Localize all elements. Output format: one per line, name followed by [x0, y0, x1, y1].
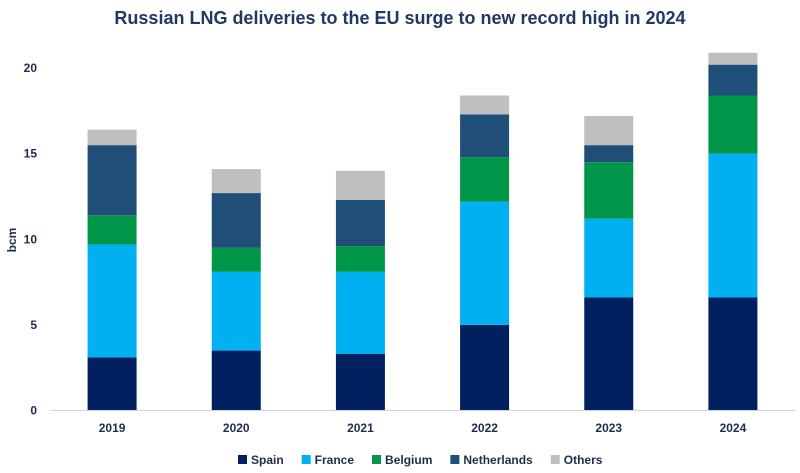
legend-item-france: France [301, 453, 355, 467]
bar-segment-belgium-2022 [460, 157, 510, 202]
chart-title: Russian LNG deliveries to the EU surge t… [114, 8, 685, 28]
bar-segment-spain-2024 [708, 297, 758, 411]
bar-segment-france-2020 [211, 271, 261, 351]
x-tick-label: 2019 [99, 421, 126, 435]
bar-segment-belgium-2023 [584, 162, 634, 219]
x-tick-label: 2022 [471, 421, 498, 435]
legend-label: France [315, 453, 355, 467]
legend-label: Others [564, 453, 603, 467]
y-tick-label: 5 [30, 318, 37, 332]
legend-swatch [238, 455, 247, 464]
legend-item-netherlands: Netherlands [450, 453, 533, 467]
legend-swatch [450, 455, 460, 464]
y-tick-label: 10 [24, 232, 38, 246]
bar-segment-others-2021 [335, 170, 385, 200]
y-tick-label: 0 [30, 404, 37, 418]
bar-segment-netherlands-2022 [460, 114, 510, 158]
bar-segment-france-2019 [87, 244, 137, 358]
bar-segment-belgium-2021 [335, 246, 385, 272]
legend-item-belgium: Belgium [372, 453, 432, 467]
y-axis-label: bcm [5, 228, 19, 253]
bar-segment-others-2022 [460, 95, 510, 115]
legend-label: Belgium [385, 453, 432, 467]
legend-label: Spain [251, 453, 284, 467]
bar-segment-netherlands-2023 [584, 145, 634, 163]
bar-segment-belgium-2024 [708, 95, 758, 154]
x-tick-label: 2020 [223, 421, 250, 435]
x-tick-label: 2021 [347, 421, 374, 435]
bar-segment-spain-2019 [87, 357, 137, 411]
bar-segment-spain-2021 [335, 354, 385, 411]
legend-swatch [301, 455, 311, 464]
bar-segment-netherlands-2020 [211, 193, 261, 248]
x-tick-label: 2023 [595, 421, 622, 435]
bar-segment-spain-2023 [584, 297, 634, 411]
y-tick-label: 20 [24, 61, 38, 75]
bar-segment-france-2021 [335, 271, 385, 355]
bar-segment-others-2020 [211, 169, 261, 194]
legend-swatch [372, 455, 382, 464]
legend-item-spain: Spain [238, 453, 284, 467]
bar-segment-france-2022 [460, 201, 510, 325]
bar-segment-others-2023 [584, 116, 634, 146]
legend-swatch [550, 455, 560, 464]
x-tick-label: 2024 [720, 421, 747, 435]
bar-segment-france-2023 [584, 218, 634, 298]
bar-segment-france-2024 [708, 153, 758, 298]
bar-segment-netherlands-2021 [335, 199, 385, 247]
bar-segment-others-2024 [708, 52, 758, 65]
bar-segment-spain-2022 [460, 324, 510, 411]
legend-item-others: Others [550, 453, 603, 467]
bar-segment-netherlands-2019 [87, 145, 137, 216]
bar-segment-belgium-2020 [211, 247, 261, 272]
bar-segment-spain-2020 [211, 350, 261, 411]
legend-label: Netherlands [463, 453, 533, 467]
bar-segment-others-2019 [87, 129, 137, 146]
bar-segment-belgium-2019 [87, 215, 137, 245]
bar-segment-netherlands-2024 [708, 64, 758, 96]
y-tick-label: 15 [24, 147, 38, 161]
